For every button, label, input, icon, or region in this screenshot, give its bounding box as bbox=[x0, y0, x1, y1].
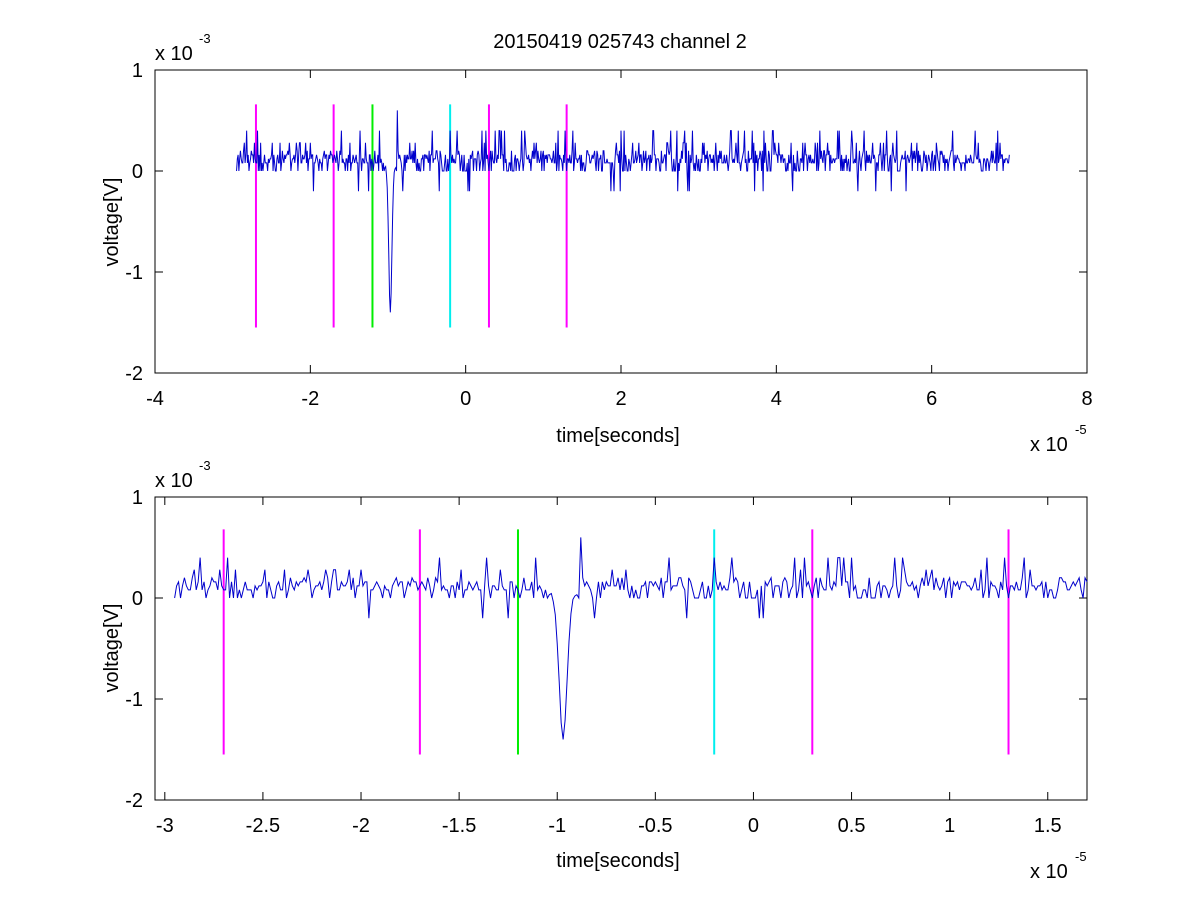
top-signal bbox=[236, 110, 1010, 313]
top-y-tick-label: 0 bbox=[132, 161, 143, 183]
bottom-x-tick-label: 1.5 bbox=[1034, 815, 1062, 837]
top-y-axis-label: voltage[V] bbox=[101, 178, 123, 267]
top-ticks: -4 -2 0 2 4 6 8-2-101 bbox=[125, 60, 1092, 410]
bottom-signal bbox=[174, 537, 1088, 740]
top-x-tick-label: 8 bbox=[1081, 388, 1092, 410]
bottom-x-tick-label: 0.5 bbox=[838, 815, 866, 837]
bottom-x-tick-label: -3 bbox=[156, 815, 174, 837]
bottom-x-tick-label: -1 bbox=[548, 815, 566, 837]
bottom-x-exponent-power: -5 bbox=[1075, 849, 1087, 864]
top-y-exponent: x 10 -3 bbox=[155, 31, 211, 65]
top-markers bbox=[254, 104, 568, 328]
bottom-plot-frame bbox=[154, 496, 1088, 801]
bottom-subplot: -3 -2.5 -2 -1.5 -1 -0.5 0 0.5 1 1.5 -2 -1 0 1 time[se… bbox=[101, 458, 1088, 883]
bottom-y-tick-label: -1 bbox=[125, 689, 143, 711]
top-x-axis-label: time[seconds] bbox=[556, 425, 679, 447]
bottom-y-tick-label: 0 bbox=[132, 588, 143, 610]
top-x-tick-label: 0 bbox=[460, 388, 471, 410]
bottom-x-tick-label: -2 bbox=[352, 815, 370, 837]
top-x-tick-label: -2 bbox=[301, 388, 319, 410]
bottom-x-tick-label: 0 bbox=[748, 815, 759, 837]
bottom-y-exponent-base: x 10 bbox=[155, 470, 193, 492]
bottom-y-exponent: x 10 -3 bbox=[155, 458, 211, 492]
top-y-tick-label: -1 bbox=[125, 262, 143, 284]
figure-title: 20150419 025743 channel 2 bbox=[493, 31, 747, 53]
bottom-x-axis-label: time[seconds] bbox=[556, 850, 679, 872]
bottom-y-tick-label: 1 bbox=[132, 487, 143, 509]
bottom-markers bbox=[222, 529, 1010, 755]
bottom-x-tick-label: 1 bbox=[944, 815, 955, 837]
top-x-exponent: x 10 -5 bbox=[1030, 422, 1087, 456]
top-subplot: -4 -2 0 2 4 6 8-2-101 time[seconds] voltage[V]… bbox=[101, 31, 1093, 456]
top-y-tick-label: -2 bbox=[125, 363, 143, 385]
bottom-x-tick-label: -2.5 bbox=[246, 815, 280, 837]
bottom-y-axis-label: voltage[V] bbox=[101, 604, 123, 693]
bottom-x-tick-label: -1.5 bbox=[442, 815, 476, 837]
top-y-tick-label: 1 bbox=[132, 60, 143, 82]
top-signal-line bbox=[236, 110, 1010, 313]
bottom-y-tick-label: -2 bbox=[125, 790, 143, 812]
top-y-exponent-base: x 10 bbox=[155, 43, 193, 65]
bottom-signal-line bbox=[174, 537, 1088, 740]
top-x-tick-label: 4 bbox=[771, 388, 782, 410]
top-x-exponent-power: -5 bbox=[1075, 422, 1087, 437]
bottom-x-tick-label: -0.5 bbox=[638, 815, 672, 837]
top-x-tick-label: 6 bbox=[926, 388, 937, 410]
top-y-exponent-power: -3 bbox=[199, 31, 211, 46]
top-x-tick-label: -4 bbox=[146, 388, 164, 410]
top-plot-frame bbox=[154, 69, 1088, 374]
bottom-x-exponent-base: x 10 bbox=[1030, 861, 1068, 883]
bottom-ticks: -3 -2.5 -2 -1.5 -1 -0.5 0 0.5 1 1.5 -2 -1 0 1 bbox=[125, 487, 1087, 837]
top-x-exponent-base: x 10 bbox=[1030, 434, 1068, 456]
bottom-y-exponent-power: -3 bbox=[199, 458, 211, 473]
top-x-tick-label: 2 bbox=[615, 388, 626, 410]
bottom-x-exponent: x 10 -5 bbox=[1030, 849, 1087, 883]
